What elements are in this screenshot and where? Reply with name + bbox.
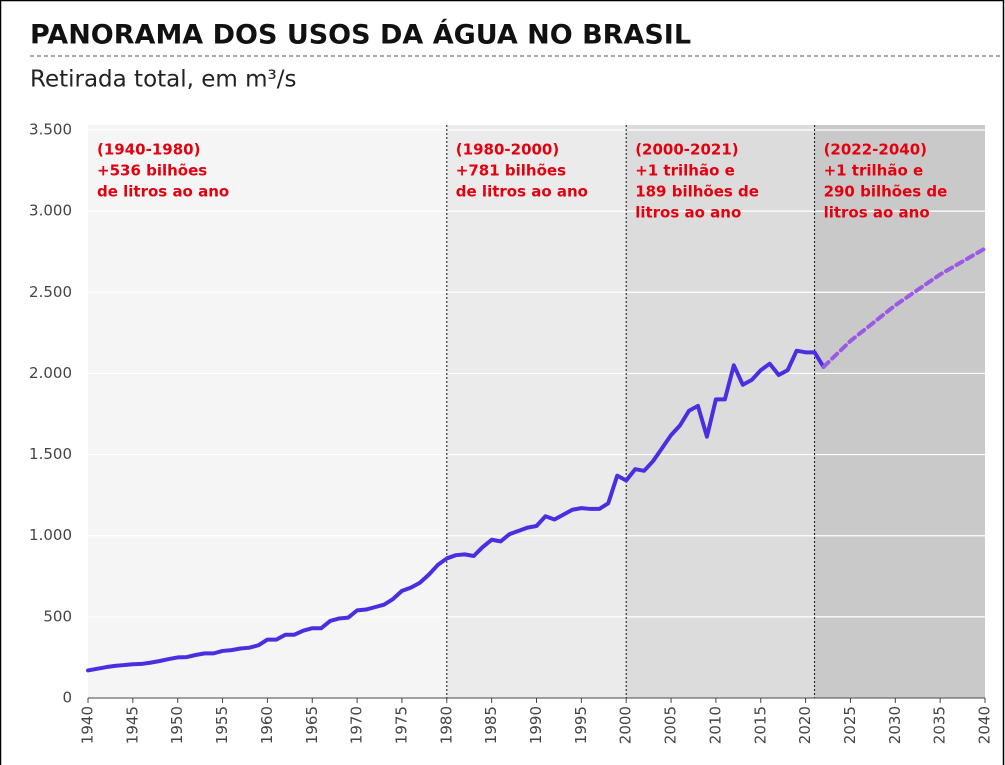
x-tick-label: 1985 (482, 706, 500, 744)
x-tick-label: 1965 (303, 706, 321, 744)
x-tick-label: 2030 (886, 706, 904, 744)
period-band (814, 125, 985, 698)
x-tick-label: 2025 (841, 706, 859, 744)
x-tick-label: 1995 (572, 706, 590, 744)
period-annotation: (1940-1980) (97, 141, 200, 159)
period-annotation: (1980-2000) (456, 141, 559, 159)
x-tick-label: 1970 (348, 706, 366, 744)
x-tick-label: 1975 (392, 706, 410, 744)
period-annotation: 290 bilhões de (824, 183, 948, 201)
y-tick-label: 3.000 (29, 202, 72, 220)
x-tick-label: 2005 (662, 706, 680, 744)
chart-subtitle: Retirada total, em m³/s (30, 67, 297, 93)
period-annotation: +781 bilhões (456, 162, 566, 180)
period-annotation: (2000-2021) (635, 141, 738, 159)
chart-title: PANORAMA DOS USOS DA ÁGUA NO BRASIL (30, 19, 691, 51)
y-tick-label: 0 (62, 689, 72, 707)
y-tick-label: 2.500 (29, 283, 72, 301)
x-tick-label: 2040 (976, 706, 994, 744)
x-tick-label: 1950 (168, 706, 186, 744)
x-tick-label: 1945 (123, 706, 141, 744)
data-line (86, 348, 826, 673)
period-band (446, 125, 627, 698)
period-annotation: +1 trilhão e (635, 162, 735, 180)
x-tick-label: 2010 (706, 706, 724, 744)
period-annotation: litros ao ano (824, 204, 930, 222)
period-annotation: de litros ao ano (97, 183, 229, 201)
x-tick-label: 2020 (796, 706, 814, 744)
y-tick-label: 2.000 (29, 364, 72, 382)
period-annotation: +1 trilhão e (824, 162, 924, 180)
y-tick-label: 1.000 (29, 526, 72, 544)
x-tick-label: 2015 (751, 706, 769, 744)
x-tick-label: 1955 (213, 706, 231, 744)
period-annotation: de litros ao ano (456, 183, 588, 201)
x-tick-label: 1980 (437, 706, 455, 744)
y-tick-label: 500 (43, 607, 72, 625)
projection-line (821, 246, 987, 369)
x-tick-label: 2000 (617, 706, 635, 744)
x-tick-label: 1990 (527, 706, 545, 744)
period-annotation: +536 bilhões (97, 162, 207, 180)
y-tick-label: 1.500 (29, 445, 72, 463)
period-annotation: 189 bilhões de (635, 183, 759, 201)
x-tick-label: 1960 (258, 706, 276, 744)
period-annotation: litros ao ano (635, 204, 741, 222)
period-band (626, 125, 815, 698)
x-tick-label: 2035 (931, 706, 949, 744)
x-tick-label: 1940 (79, 706, 97, 744)
y-tick-label: 3.500 (29, 121, 72, 139)
period-annotation: (2022-2040) (824, 141, 927, 159)
